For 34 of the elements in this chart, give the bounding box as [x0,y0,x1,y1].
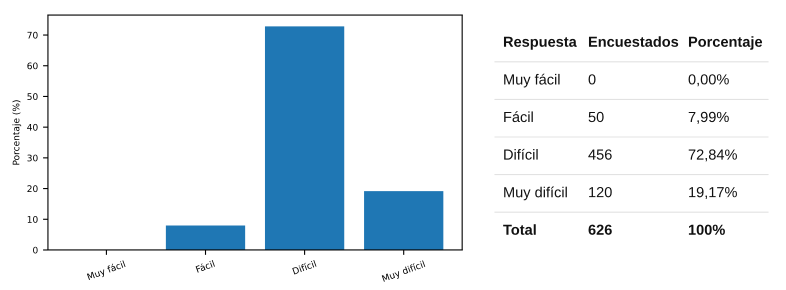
bar [264,26,344,250]
text: 100% [688,224,725,235]
y-tick-label: 70 [27,32,38,39]
text: 19,17% [689,186,737,200]
text: 72,84% [688,149,737,162]
text: Fácil [504,111,533,122]
x-tick-label: Fácil [195,260,215,273]
text: 120 [589,186,612,198]
text: 7,99% [688,112,729,124]
y-tick-label: 10 [28,216,38,223]
text: 0,00% [688,74,729,86]
y-tick-label: 30 [27,154,38,162]
y-tick-label: 20 [27,185,38,192]
text: Muy fácil [504,74,560,88]
text: 456 [588,149,612,160]
y-axis-title: Porcentaje (%) [12,100,22,165]
y-tick-label: 0 [33,246,38,254]
text: 0 [588,74,596,85]
x-tick-label: Muy difícil [382,260,426,284]
y-tick-label: 50 [27,93,38,100]
text: 626 [588,224,612,235]
text: Muy difícil [504,186,567,200]
x-tick-label: Muy fácil [86,260,126,282]
text: 50 [588,112,604,122]
bar [364,191,444,250]
text: Total [503,224,536,235]
text: Encuestados [588,36,678,47]
bar [166,225,246,250]
text: Porcentaje [688,36,762,50]
x-tick-label: Difícil [292,260,317,275]
y-tick-label: 60 [27,62,38,70]
text: Difícil [504,148,538,160]
y-tick-label: 40 [27,124,38,131]
text: Respuesta [504,36,577,50]
